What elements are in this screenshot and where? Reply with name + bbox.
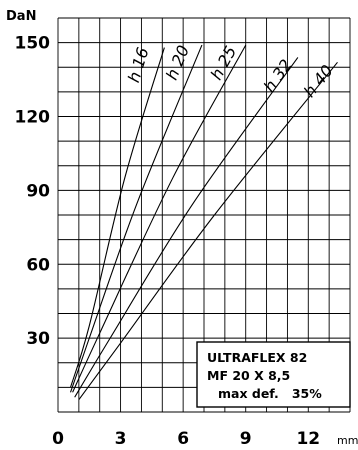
x-tick-label: 6 [177,429,189,449]
series-line-h32 [74,57,299,398]
y-tick-label: 150 [15,34,51,54]
x-tick-label: 9 [240,429,252,449]
y-tick-label: 120 [15,108,51,128]
spec-line-2: MF 20 X 8,5 [207,368,290,383]
curves [69,44,338,401]
y-tick-label: 60 [26,255,50,275]
series-line-h16 [69,47,165,388]
spec-line-1: ULTRAFLEX 82 [207,350,307,365]
y-axis-unit: DaN [6,9,36,24]
spec-box: ULTRAFLEX 82 MF 20 X 8,5 max def. 35% [196,341,351,408]
x-tick-label: 12 [296,429,320,449]
y-tick-label: 30 [26,329,50,349]
x-axis-unit: mm [337,434,358,447]
y-tick-label: 90 [26,181,50,201]
tick-labels: 0 3 6 9 12 30 60 90 120 150 [15,34,321,449]
spec-line-3: max def. 35% [218,386,322,401]
series-label: h 16 [124,45,153,85]
series-line-h20 [69,44,203,393]
series-label: h 32 [260,56,296,96]
x-tick-label: 3 [115,429,127,449]
x-tick-label: 0 [52,429,64,449]
series-line-h25 [72,44,247,393]
series-line-h40 [78,61,338,401]
